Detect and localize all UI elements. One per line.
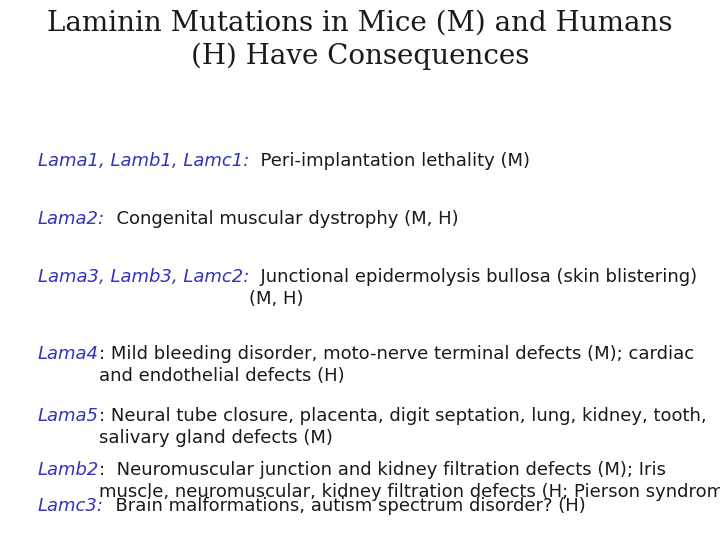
Text: :  Neuromuscular junction and kidney filtration defects (M); Iris
muscle, neurom: : Neuromuscular junction and kidney filt…	[99, 461, 720, 501]
Text: Lama1, Lamb1, Lamc1:: Lama1, Lamb1, Lamc1:	[38, 152, 249, 170]
Text: Lamb2: Lamb2	[38, 461, 99, 479]
Text: Lama2:: Lama2:	[38, 210, 105, 228]
Text: : Neural tube closure, placenta, digit septation, lung, kidney, tooth,
salivary : : Neural tube closure, placenta, digit s…	[99, 407, 706, 447]
Text: Lama3, Lamb3, Lamc2:: Lama3, Lamb3, Lamc2:	[38, 268, 249, 286]
Text: Lamc3:: Lamc3:	[38, 497, 104, 515]
Text: Laminin Mutations in Mice (M) and Humans
(H) Have Consequences: Laminin Mutations in Mice (M) and Humans…	[48, 10, 672, 70]
Text: Congenital muscular dystrophy (M, H): Congenital muscular dystrophy (M, H)	[105, 210, 459, 228]
Text: : Mild bleeding disorder, moto-nerve terminal defects (M); cardiac
and endotheli: : Mild bleeding disorder, moto-nerve ter…	[99, 345, 694, 385]
Text: Lama4: Lama4	[38, 345, 99, 363]
Text: Junctional epidermolysis bullosa (skin blistering)
(M, H): Junctional epidermolysis bullosa (skin b…	[249, 268, 698, 308]
Text: Peri-implantation lethality (M): Peri-implantation lethality (M)	[249, 152, 531, 170]
Text: Brain malformations, autism spectrum disorder? (H): Brain malformations, autism spectrum dis…	[104, 497, 586, 515]
Text: Lama5: Lama5	[38, 407, 99, 425]
